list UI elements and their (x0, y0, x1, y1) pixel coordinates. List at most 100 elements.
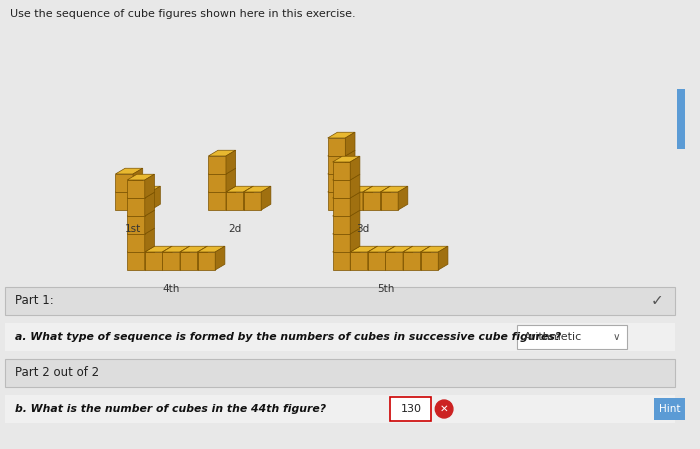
Polygon shape (162, 252, 180, 270)
Polygon shape (332, 246, 360, 252)
Text: 1st: 1st (125, 224, 141, 234)
Text: Part 1:: Part 1: (15, 295, 53, 308)
Text: ✕: ✕ (440, 404, 449, 414)
Polygon shape (145, 210, 155, 234)
Polygon shape (127, 252, 145, 270)
Polygon shape (345, 192, 363, 210)
Polygon shape (116, 168, 143, 174)
Polygon shape (386, 252, 403, 270)
Polygon shape (332, 198, 350, 216)
Polygon shape (332, 210, 360, 216)
Polygon shape (209, 192, 226, 210)
Polygon shape (180, 246, 190, 270)
Polygon shape (421, 252, 438, 270)
Polygon shape (133, 186, 143, 210)
Polygon shape (345, 186, 355, 210)
Polygon shape (226, 192, 244, 210)
Polygon shape (350, 174, 360, 198)
FancyBboxPatch shape (5, 287, 675, 315)
FancyBboxPatch shape (5, 359, 675, 387)
Text: 4th: 4th (162, 284, 180, 294)
Text: 2d: 2d (228, 224, 242, 234)
Polygon shape (363, 186, 390, 192)
Text: a. What type of sequence is formed by the numbers of cubes in successive cube fi: a. What type of sequence is formed by th… (15, 332, 561, 342)
Polygon shape (328, 138, 345, 156)
Polygon shape (145, 252, 162, 270)
Polygon shape (350, 156, 360, 180)
Polygon shape (226, 168, 236, 192)
Polygon shape (381, 186, 390, 210)
Polygon shape (209, 150, 236, 156)
Polygon shape (350, 228, 360, 252)
Polygon shape (386, 246, 395, 270)
Polygon shape (209, 186, 236, 192)
Polygon shape (116, 174, 133, 192)
Polygon shape (350, 246, 360, 270)
Text: 130: 130 (400, 404, 421, 414)
Polygon shape (328, 132, 355, 138)
Polygon shape (345, 186, 372, 192)
Polygon shape (162, 246, 172, 270)
Polygon shape (133, 192, 150, 210)
Polygon shape (381, 186, 408, 192)
Polygon shape (127, 198, 145, 216)
Polygon shape (438, 246, 448, 270)
Polygon shape (145, 246, 172, 252)
Polygon shape (215, 246, 225, 270)
Polygon shape (328, 186, 355, 192)
FancyBboxPatch shape (517, 325, 627, 349)
Polygon shape (368, 246, 395, 252)
Text: 5th: 5th (377, 284, 394, 294)
Polygon shape (421, 246, 448, 252)
Polygon shape (127, 216, 145, 234)
Polygon shape (332, 252, 350, 270)
Polygon shape (127, 246, 155, 252)
Polygon shape (332, 192, 360, 198)
Polygon shape (332, 156, 360, 162)
Polygon shape (350, 192, 360, 216)
Polygon shape (244, 186, 271, 192)
Polygon shape (145, 174, 155, 198)
Polygon shape (403, 246, 430, 252)
Polygon shape (127, 210, 155, 216)
Polygon shape (116, 192, 133, 210)
Polygon shape (328, 150, 355, 156)
Polygon shape (197, 252, 215, 270)
Polygon shape (345, 168, 355, 192)
Polygon shape (209, 168, 236, 174)
Polygon shape (421, 246, 430, 270)
FancyBboxPatch shape (5, 323, 675, 351)
Polygon shape (127, 234, 145, 252)
Polygon shape (133, 168, 143, 192)
Polygon shape (244, 186, 253, 210)
Polygon shape (368, 246, 377, 270)
Polygon shape (332, 174, 360, 180)
Polygon shape (145, 246, 155, 270)
Text: b. What is the number of cubes in the 44th figure?: b. What is the number of cubes in the 44… (15, 404, 326, 414)
Text: ✓: ✓ (650, 294, 663, 308)
Polygon shape (350, 210, 360, 234)
Polygon shape (150, 186, 160, 210)
FancyBboxPatch shape (677, 89, 685, 149)
Text: 3d: 3d (356, 224, 370, 234)
Polygon shape (127, 192, 155, 198)
Polygon shape (332, 162, 350, 180)
Polygon shape (145, 192, 155, 216)
Polygon shape (328, 174, 345, 192)
Polygon shape (332, 180, 350, 198)
Polygon shape (127, 174, 155, 180)
Polygon shape (328, 168, 355, 174)
Polygon shape (162, 246, 190, 252)
Polygon shape (398, 186, 408, 210)
Polygon shape (332, 228, 360, 234)
Polygon shape (350, 252, 368, 270)
Circle shape (435, 400, 453, 418)
Polygon shape (386, 246, 413, 252)
Text: ∨: ∨ (612, 332, 620, 342)
Polygon shape (350, 246, 377, 252)
FancyBboxPatch shape (391, 397, 431, 421)
Polygon shape (244, 192, 261, 210)
Polygon shape (209, 156, 226, 174)
Text: Arithmetic: Arithmetic (524, 332, 582, 342)
Polygon shape (209, 174, 226, 192)
